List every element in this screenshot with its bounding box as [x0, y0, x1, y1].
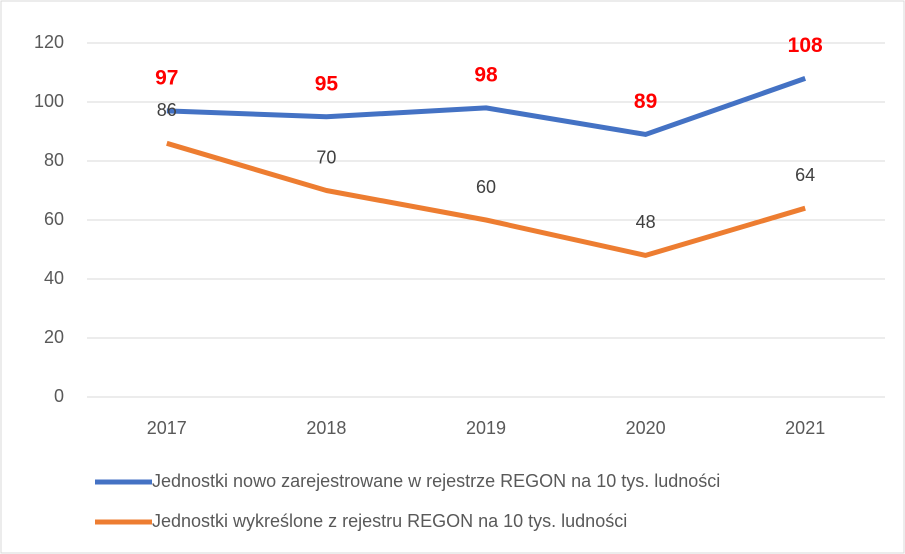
x-tick-label: 2017 — [147, 418, 187, 438]
data-label: 86 — [157, 100, 177, 120]
data-label: 60 — [476, 177, 496, 197]
legend-label: Jednostki nowo zarejestrowane w rejestrz… — [152, 471, 720, 491]
data-label: 70 — [316, 147, 336, 167]
x-tick-label: 2018 — [306, 418, 346, 438]
data-label: 95 — [315, 72, 339, 95]
data-label: 97 — [155, 66, 178, 89]
y-tick-label: 40 — [44, 268, 64, 288]
data-label: 108 — [788, 34, 823, 57]
line-series — [166, 140, 806, 258]
data-label: 48 — [636, 212, 656, 232]
x-tick-label: 2020 — [626, 418, 666, 438]
data-label: 98 — [474, 63, 498, 86]
x-tick-label: 2019 — [466, 418, 506, 438]
legend-label: Jednostki wykreślone z rejestru REGON na… — [152, 511, 627, 531]
y-tick-label: 20 — [44, 327, 64, 347]
x-tick-label: 2021 — [785, 418, 825, 438]
y-tick-label: 80 — [44, 150, 64, 170]
y-tick-label: 60 — [44, 209, 64, 229]
y-tick-label: 100 — [34, 91, 64, 111]
line-series — [166, 76, 807, 137]
data-label: 64 — [795, 165, 815, 185]
y-tick-label: 0 — [54, 386, 64, 406]
y-tick-label: 120 — [34, 32, 64, 52]
data-label: 89 — [634, 90, 657, 113]
